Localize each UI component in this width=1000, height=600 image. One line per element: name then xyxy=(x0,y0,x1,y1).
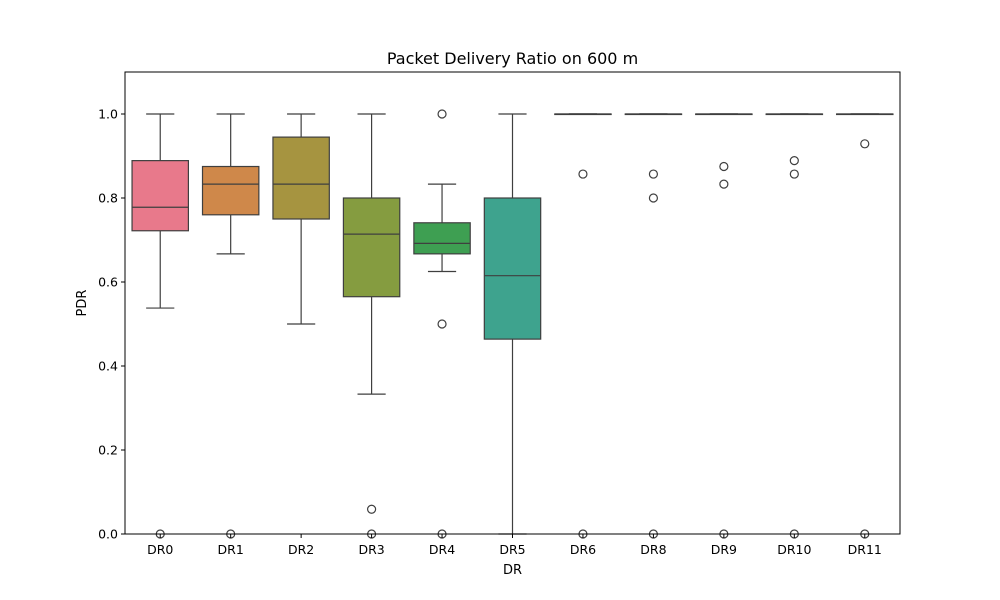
y-tick-label: 0.6 xyxy=(98,275,118,290)
y-tick-label: 0.4 xyxy=(98,359,118,374)
y-tick-label: 0.0 xyxy=(98,527,118,542)
outlier-point xyxy=(789,169,799,179)
x-tick-label: DR5 xyxy=(499,542,525,557)
box xyxy=(131,160,190,232)
x-tick-label: DR4 xyxy=(429,542,455,557)
x-axis: DR0 DR1 DR2 DR3 DR4 DR5 DR6 DR8 DR9 DR10 DR11 xyxy=(147,534,882,557)
outlier-point xyxy=(789,156,799,166)
x-tick-label: DR6 xyxy=(570,542,596,557)
box xyxy=(272,136,330,220)
plot-area xyxy=(131,109,894,539)
y-tick-label: 1.0 xyxy=(98,107,118,122)
box-group-dr5 xyxy=(483,113,542,535)
box-group-dr8 xyxy=(624,113,683,539)
x-tick-label: DR10 xyxy=(777,542,811,557)
chart-title: Packet Delivery Ratio on 600 m xyxy=(387,49,638,68)
box xyxy=(342,197,401,298)
x-tick-label: DR1 xyxy=(218,542,244,557)
x-tick-label: DR3 xyxy=(358,542,384,557)
box-group-dr11 xyxy=(835,113,894,539)
box-group-dr1 xyxy=(201,113,260,539)
box-group-dr6 xyxy=(554,113,612,539)
y-axis: 0.0 0.2 0.4 0.6 0.8 1.0 xyxy=(98,107,125,542)
box-group-dr9 xyxy=(695,113,753,539)
x-tick-label: DR2 xyxy=(288,542,314,557)
box xyxy=(483,197,542,340)
x-tick-label: DR11 xyxy=(848,542,882,557)
y-tick-label: 0.8 xyxy=(98,191,118,206)
outlier-point xyxy=(648,169,659,179)
outlier-point xyxy=(648,193,659,203)
y-axis-label: PDR xyxy=(75,290,90,317)
box-group-dr3 xyxy=(342,113,401,539)
outlier-point xyxy=(719,179,729,189)
outlier-point xyxy=(719,161,729,172)
box xyxy=(413,222,471,255)
box-group-dr10 xyxy=(765,113,824,539)
box-group-dr2 xyxy=(272,113,330,325)
outlier-point xyxy=(437,109,447,119)
x-tick-label: DR8 xyxy=(640,542,666,557)
x-tick-label: DR0 xyxy=(147,542,173,557)
box xyxy=(201,165,260,216)
box-group-dr0 xyxy=(131,113,190,539)
x-axis-label: DR xyxy=(503,563,522,578)
outlier-point xyxy=(860,139,870,149)
box-group-dr4 xyxy=(413,109,471,539)
x-tick-label: DR9 xyxy=(711,542,737,557)
outlier-point xyxy=(437,319,447,329)
outlier-point xyxy=(578,169,588,179)
outlier-point xyxy=(366,504,377,514)
y-tick-label: 0.2 xyxy=(98,443,118,458)
